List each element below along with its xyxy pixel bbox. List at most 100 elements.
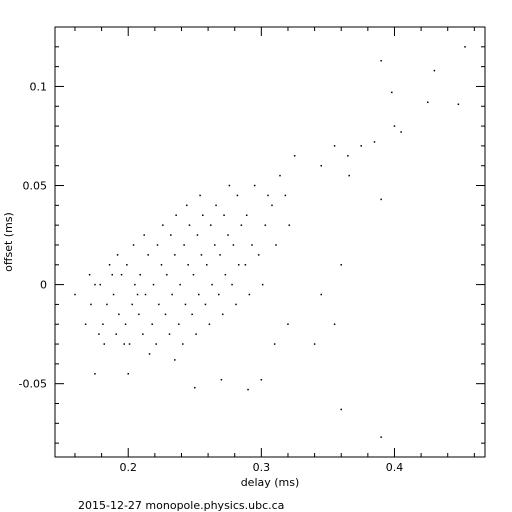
point	[164, 313, 167, 316]
point	[152, 283, 155, 286]
point	[147, 254, 149, 256]
point	[198, 293, 200, 296]
x-tick-label: 0.4	[386, 461, 404, 474]
point	[267, 194, 269, 197]
point	[171, 293, 173, 296]
point	[340, 408, 342, 411]
y-tick-label: 0.1	[30, 80, 48, 93]
point	[116, 254, 119, 256]
point	[94, 373, 96, 375]
point	[211, 283, 213, 286]
point	[108, 264, 111, 266]
point	[178, 323, 180, 325]
point	[275, 244, 277, 246]
point	[94, 283, 96, 286]
point	[227, 234, 229, 236]
point	[464, 46, 466, 48]
point	[90, 303, 92, 306]
point	[196, 234, 199, 236]
point	[313, 343, 316, 345]
y-tick-label: -0.05	[19, 378, 47, 391]
x-tick-label: 0.2	[119, 461, 137, 474]
point	[126, 264, 128, 266]
point	[188, 224, 191, 226]
point	[215, 204, 217, 207]
point	[123, 343, 125, 345]
point	[174, 254, 176, 256]
point	[236, 194, 239, 197]
point	[184, 303, 187, 306]
point	[183, 244, 185, 246]
point	[134, 283, 136, 286]
point	[143, 234, 145, 236]
point	[237, 264, 240, 266]
point	[142, 333, 144, 335]
point	[223, 214, 225, 216]
point	[253, 184, 256, 187]
point	[232, 244, 235, 246]
point	[380, 59, 382, 62]
point	[284, 194, 287, 197]
point	[273, 343, 276, 345]
point	[348, 174, 350, 177]
point	[192, 273, 195, 276]
point	[320, 164, 323, 167]
point	[217, 293, 220, 296]
point	[160, 264, 163, 266]
point	[118, 313, 120, 316]
point	[128, 343, 131, 345]
x-tick-label: 0.3	[253, 461, 271, 474]
point	[457, 103, 460, 106]
point	[99, 283, 102, 286]
point	[166, 273, 168, 276]
x-axis-label: delay (ms)	[241, 476, 300, 489]
point	[199, 194, 201, 197]
y-tick-label: 0	[40, 279, 47, 292]
point	[347, 155, 349, 157]
point	[380, 436, 382, 438]
point	[131, 303, 133, 306]
point	[400, 131, 402, 133]
point	[248, 293, 251, 296]
point	[204, 303, 207, 306]
point	[210, 224, 212, 226]
point	[182, 343, 184, 345]
point	[186, 204, 188, 207]
point	[144, 293, 147, 296]
point	[124, 323, 127, 325]
plot-frame	[54, 26, 486, 458]
point	[271, 204, 273, 207]
point	[251, 244, 253, 246]
point	[427, 101, 429, 104]
point	[112, 293, 115, 296]
point	[111, 273, 113, 276]
point	[127, 373, 129, 375]
point	[231, 283, 233, 286]
point	[391, 91, 393, 94]
point	[235, 303, 237, 306]
point	[191, 313, 193, 316]
point	[264, 224, 267, 226]
point	[244, 264, 247, 266]
point	[151, 323, 153, 325]
point	[208, 323, 211, 325]
point	[156, 244, 159, 246]
point	[340, 264, 342, 266]
point	[162, 224, 164, 226]
point	[220, 378, 223, 381]
point	[247, 388, 249, 391]
point	[202, 214, 204, 216]
point	[333, 145, 336, 147]
point	[132, 244, 135, 246]
point	[138, 313, 140, 316]
point	[245, 214, 248, 216]
point	[214, 244, 216, 246]
point	[155, 343, 157, 345]
point	[200, 254, 203, 256]
point	[179, 283, 181, 286]
point	[228, 184, 231, 187]
point	[260, 378, 263, 381]
point	[174, 359, 176, 361]
point	[360, 145, 362, 147]
